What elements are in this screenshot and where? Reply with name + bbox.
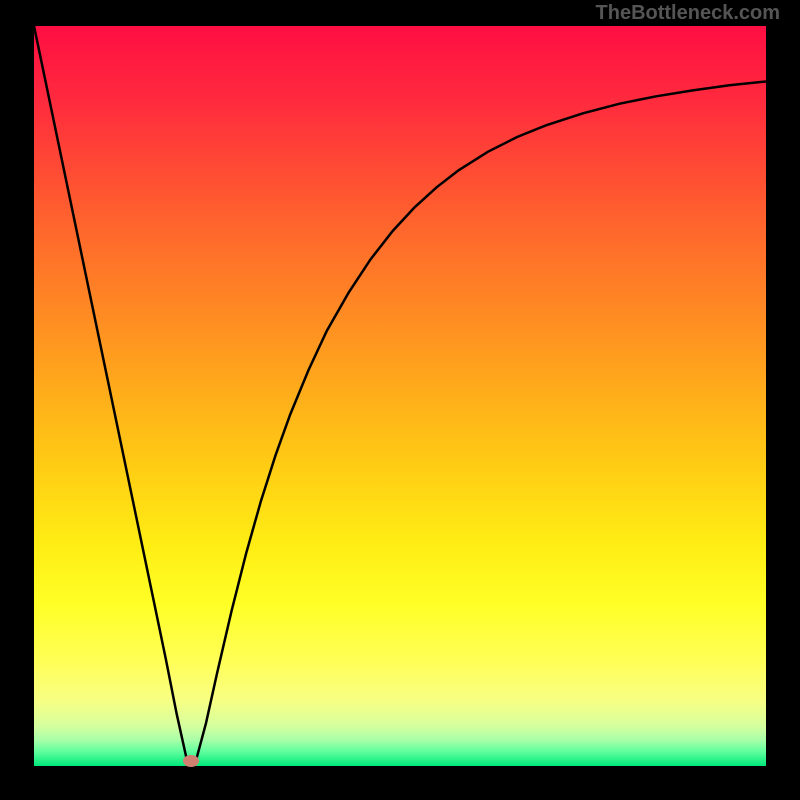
minimum-marker	[183, 755, 199, 767]
curve-path	[34, 26, 766, 766]
plot-area	[34, 26, 766, 766]
watermark-text: TheBottleneck.com	[596, 2, 780, 25]
curve-svg	[34, 26, 766, 766]
